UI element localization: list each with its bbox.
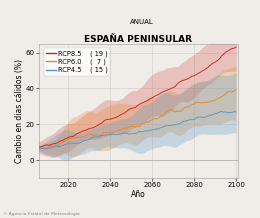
Title: ESPAÑA PENINSULAR: ESPAÑA PENINSULAR [84,35,192,44]
Text: © Agencia Estatal de Meteorología: © Agencia Estatal de Meteorología [3,212,79,216]
X-axis label: Año: Año [131,190,146,199]
Legend: RCP8.5    ( 19 ), RCP6.0    (  7 ), RCP4.5    ( 15 ): RCP8.5 ( 19 ), RCP6.0 ( 7 ), RCP4.5 ( 15… [44,48,110,76]
Y-axis label: Cambio en dias cálidos (%): Cambio en dias cálidos (%) [15,59,24,163]
Text: ANUAL: ANUAL [130,19,154,25]
